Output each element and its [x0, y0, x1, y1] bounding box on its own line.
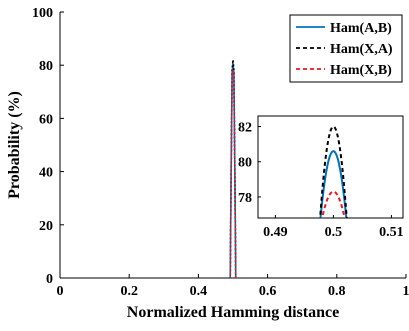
inset-x-tick-label: 0.51	[379, 225, 404, 240]
inset-x-tick-label: 0.49	[263, 225, 288, 240]
x-tick-label: 0.8	[328, 284, 346, 299]
main-series-group	[229, 60, 237, 278]
inset-y-tick-label: 80	[238, 156, 252, 171]
y-tick-label: 0	[46, 272, 53, 287]
legend: Ham(A,B) Ham(X,A) Ham(X,B)	[290, 15, 402, 82]
y-tick-label: 80	[39, 59, 53, 74]
y-ticks: 0 20 40 60 80 100	[32, 6, 64, 287]
x-tick-label: 0.4	[190, 284, 208, 299]
x-axis-label: Normalized Hamming distance	[127, 304, 339, 321]
y-tick-label: 40	[39, 166, 53, 181]
x-tick-label: 0.6	[259, 284, 277, 299]
inset-chart: 0.49 0.5 0.51 78 80 82	[238, 116, 404, 240]
y-tick-label: 100	[32, 6, 53, 21]
x-tick-label: 1	[403, 284, 409, 299]
x-tick-label: 0.2	[120, 284, 138, 299]
y-tick-label: 60	[39, 112, 53, 127]
legend-label-ham-x-a: Ham(X,A)	[330, 42, 393, 57]
inset-y-tick-label: 82	[238, 121, 252, 136]
inset-x-tick-label: 0.5	[325, 225, 343, 240]
y-tick-label: 20	[39, 219, 53, 234]
inset-y-tick-label: 78	[238, 191, 252, 206]
legend-label-ham-a-b: Ham(A,B)	[330, 21, 392, 36]
legend-label-ham-x-b: Ham(X,B)	[330, 63, 392, 78]
y-axis-label: Probability (%)	[6, 91, 23, 199]
x-tick-label: 0	[57, 284, 64, 299]
inset-x-ticks: 0.49 0.5 0.51	[263, 215, 404, 240]
